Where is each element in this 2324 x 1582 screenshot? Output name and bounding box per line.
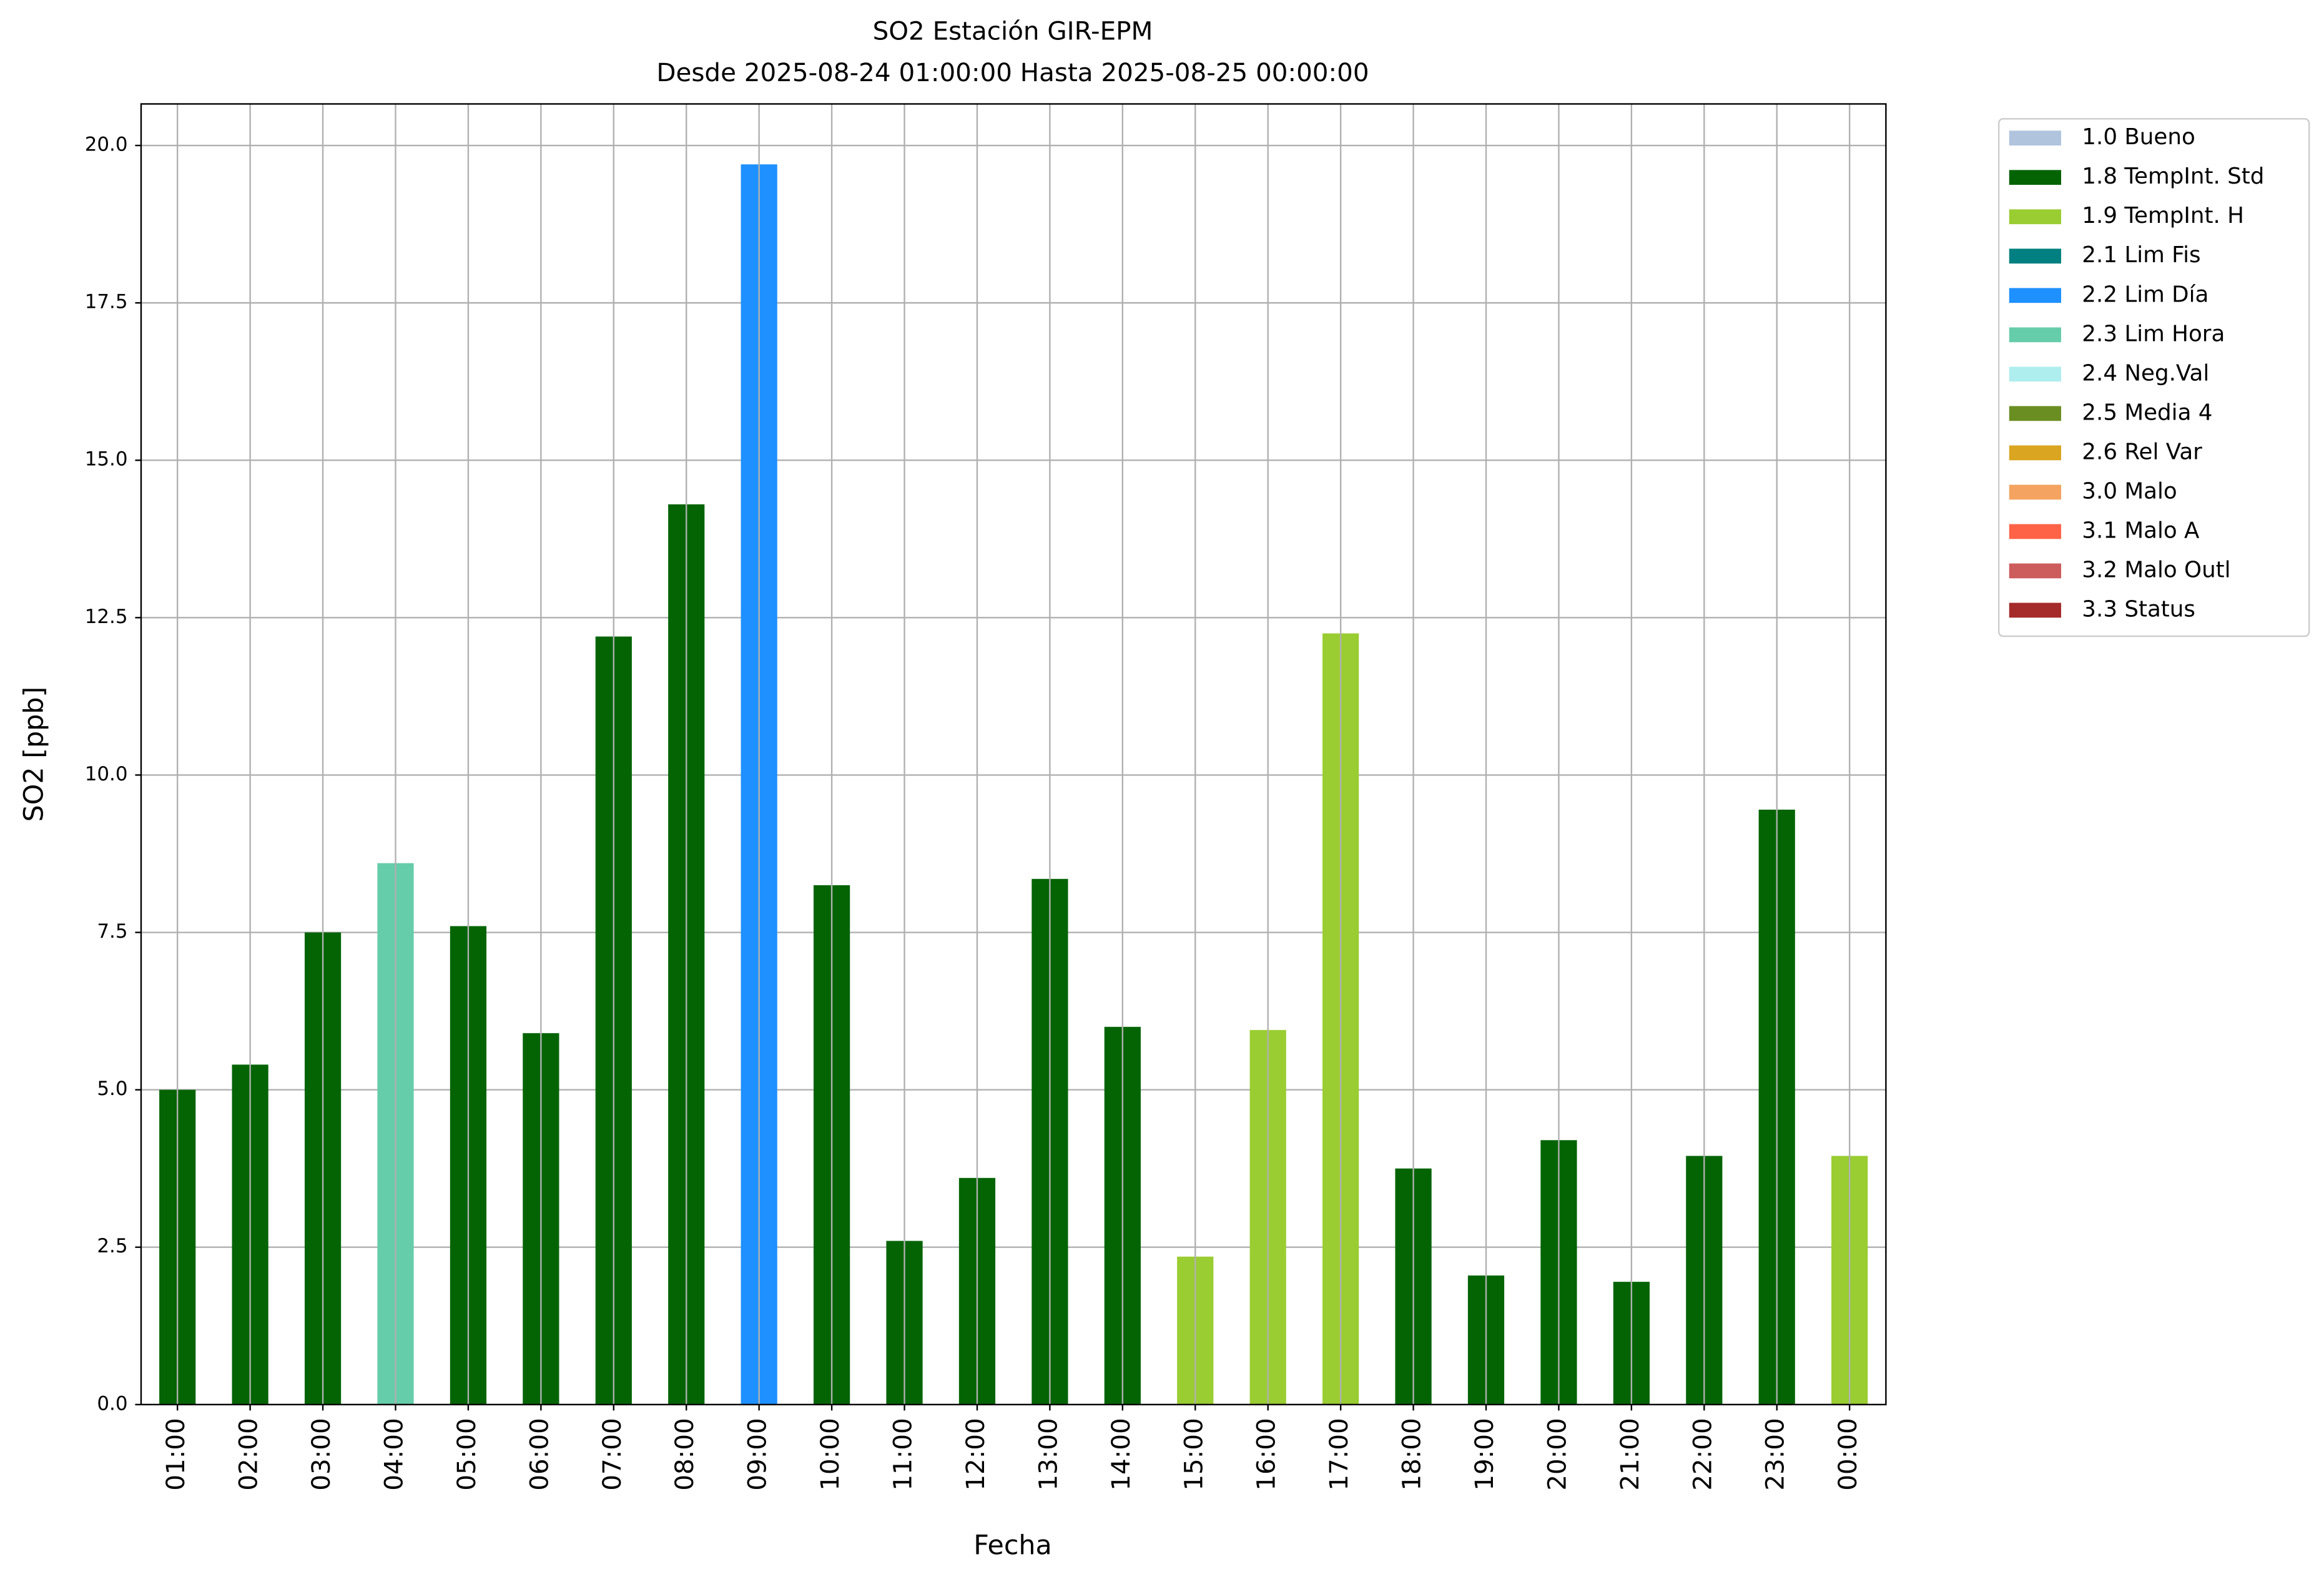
y-tick-label: 7.5 [97,920,127,943]
legend-label: 3.3 Status [2082,596,2195,622]
x-tick-label: 06:00 [524,1418,554,1490]
x-tick-label: 16:00 [1251,1418,1281,1490]
legend-label: 1.8 TempInt. Std [2082,164,2264,189]
y-tick-label: 15.0 [85,448,128,471]
y-tick-label: 0.0 [97,1392,127,1415]
legend-label: 3.0 Malo [2082,478,2177,504]
x-tick-label: 03:00 [306,1418,336,1490]
y-tick-label: 2.5 [97,1235,127,1257]
legend-swatch [2009,130,2062,146]
x-tick-label: 22:00 [1687,1418,1717,1490]
legend-swatch [2009,563,2062,579]
legend-box [1997,118,2310,637]
legend-swatch [2009,366,2062,382]
x-tick-label: 14:00 [1106,1418,1136,1490]
x-tick-label: 09:00 [742,1418,772,1490]
legend-label: 1.0 Bueno [2082,124,2195,150]
x-tick-label: 07:00 [597,1418,627,1490]
legend-swatch [2009,209,2062,225]
y-tick-label: 20.0 [85,134,128,156]
y-axis-label: SO2 [ppb] [19,687,50,822]
plot-frame [140,103,1887,1405]
x-tick-label: 21:00 [1615,1418,1645,1490]
legend-label: 3.1 Malo A [2082,518,2200,543]
legend-label: 2.2 Lim Día [2082,282,2208,307]
legend-label: 2.4 Neg.Val [2082,360,2209,386]
x-tick-label: 10:00 [815,1418,845,1490]
y-tick-label: 17.5 [85,291,128,313]
legend-swatch [2009,288,2062,303]
legend-swatch [2009,602,2062,618]
legend-swatch [2009,524,2062,539]
legend-swatch [2009,170,2062,185]
x-tick-label: 04:00 [378,1418,408,1490]
chart-subtitle: Desde 2025-08-24 01:00:00 Hasta 2025-08-… [656,57,1369,87]
legend-swatch [2009,445,2062,461]
legend-label: 2.1 Lim Fis [2082,242,2200,268]
legend-label: 1.9 TempInt. H [2082,203,2244,228]
x-tick-label: 19:00 [1469,1418,1499,1490]
legend-label: 3.2 Malo Outl [2082,557,2230,582]
x-tick-label: 17:00 [1324,1418,1354,1490]
x-tick-label: 18:00 [1397,1418,1427,1490]
legend-swatch [2009,484,2062,500]
y-tick-label: 12.5 [85,606,128,628]
x-tick-label: 13:00 [1033,1418,1063,1490]
x-tick-label: 00:00 [1833,1418,1863,1490]
legend-swatch [2009,327,2062,343]
legend-label: 2.6 Rel Var [2082,439,2202,464]
legend-label: 2.5 Media 4 [2082,400,2212,425]
x-tick-label: 20:00 [1542,1418,1572,1490]
legend-label: 2.3 Lim Hora [2082,321,2225,346]
x-tick-label: 02:00 [234,1418,263,1490]
y-tick-label: 5.0 [97,1078,127,1100]
x-tick-label: 08:00 [669,1418,699,1490]
x-tick-label: 15:00 [1178,1418,1208,1490]
x-axis-label: Fecha [973,1530,1052,1561]
x-tick-label: 01:00 [160,1418,190,1490]
x-tick-label: 12:00 [960,1418,990,1490]
x-tick-label: 23:00 [1760,1418,1790,1490]
y-tick-label: 10.0 [85,763,128,785]
x-tick-label: 11:00 [888,1418,918,1490]
chart-title: SO2 Estación GIR-EPM [873,16,1153,46]
x-tick-label: 05:00 [451,1418,481,1490]
legend-swatch [2009,248,2062,264]
legend-swatch [2009,406,2062,421]
